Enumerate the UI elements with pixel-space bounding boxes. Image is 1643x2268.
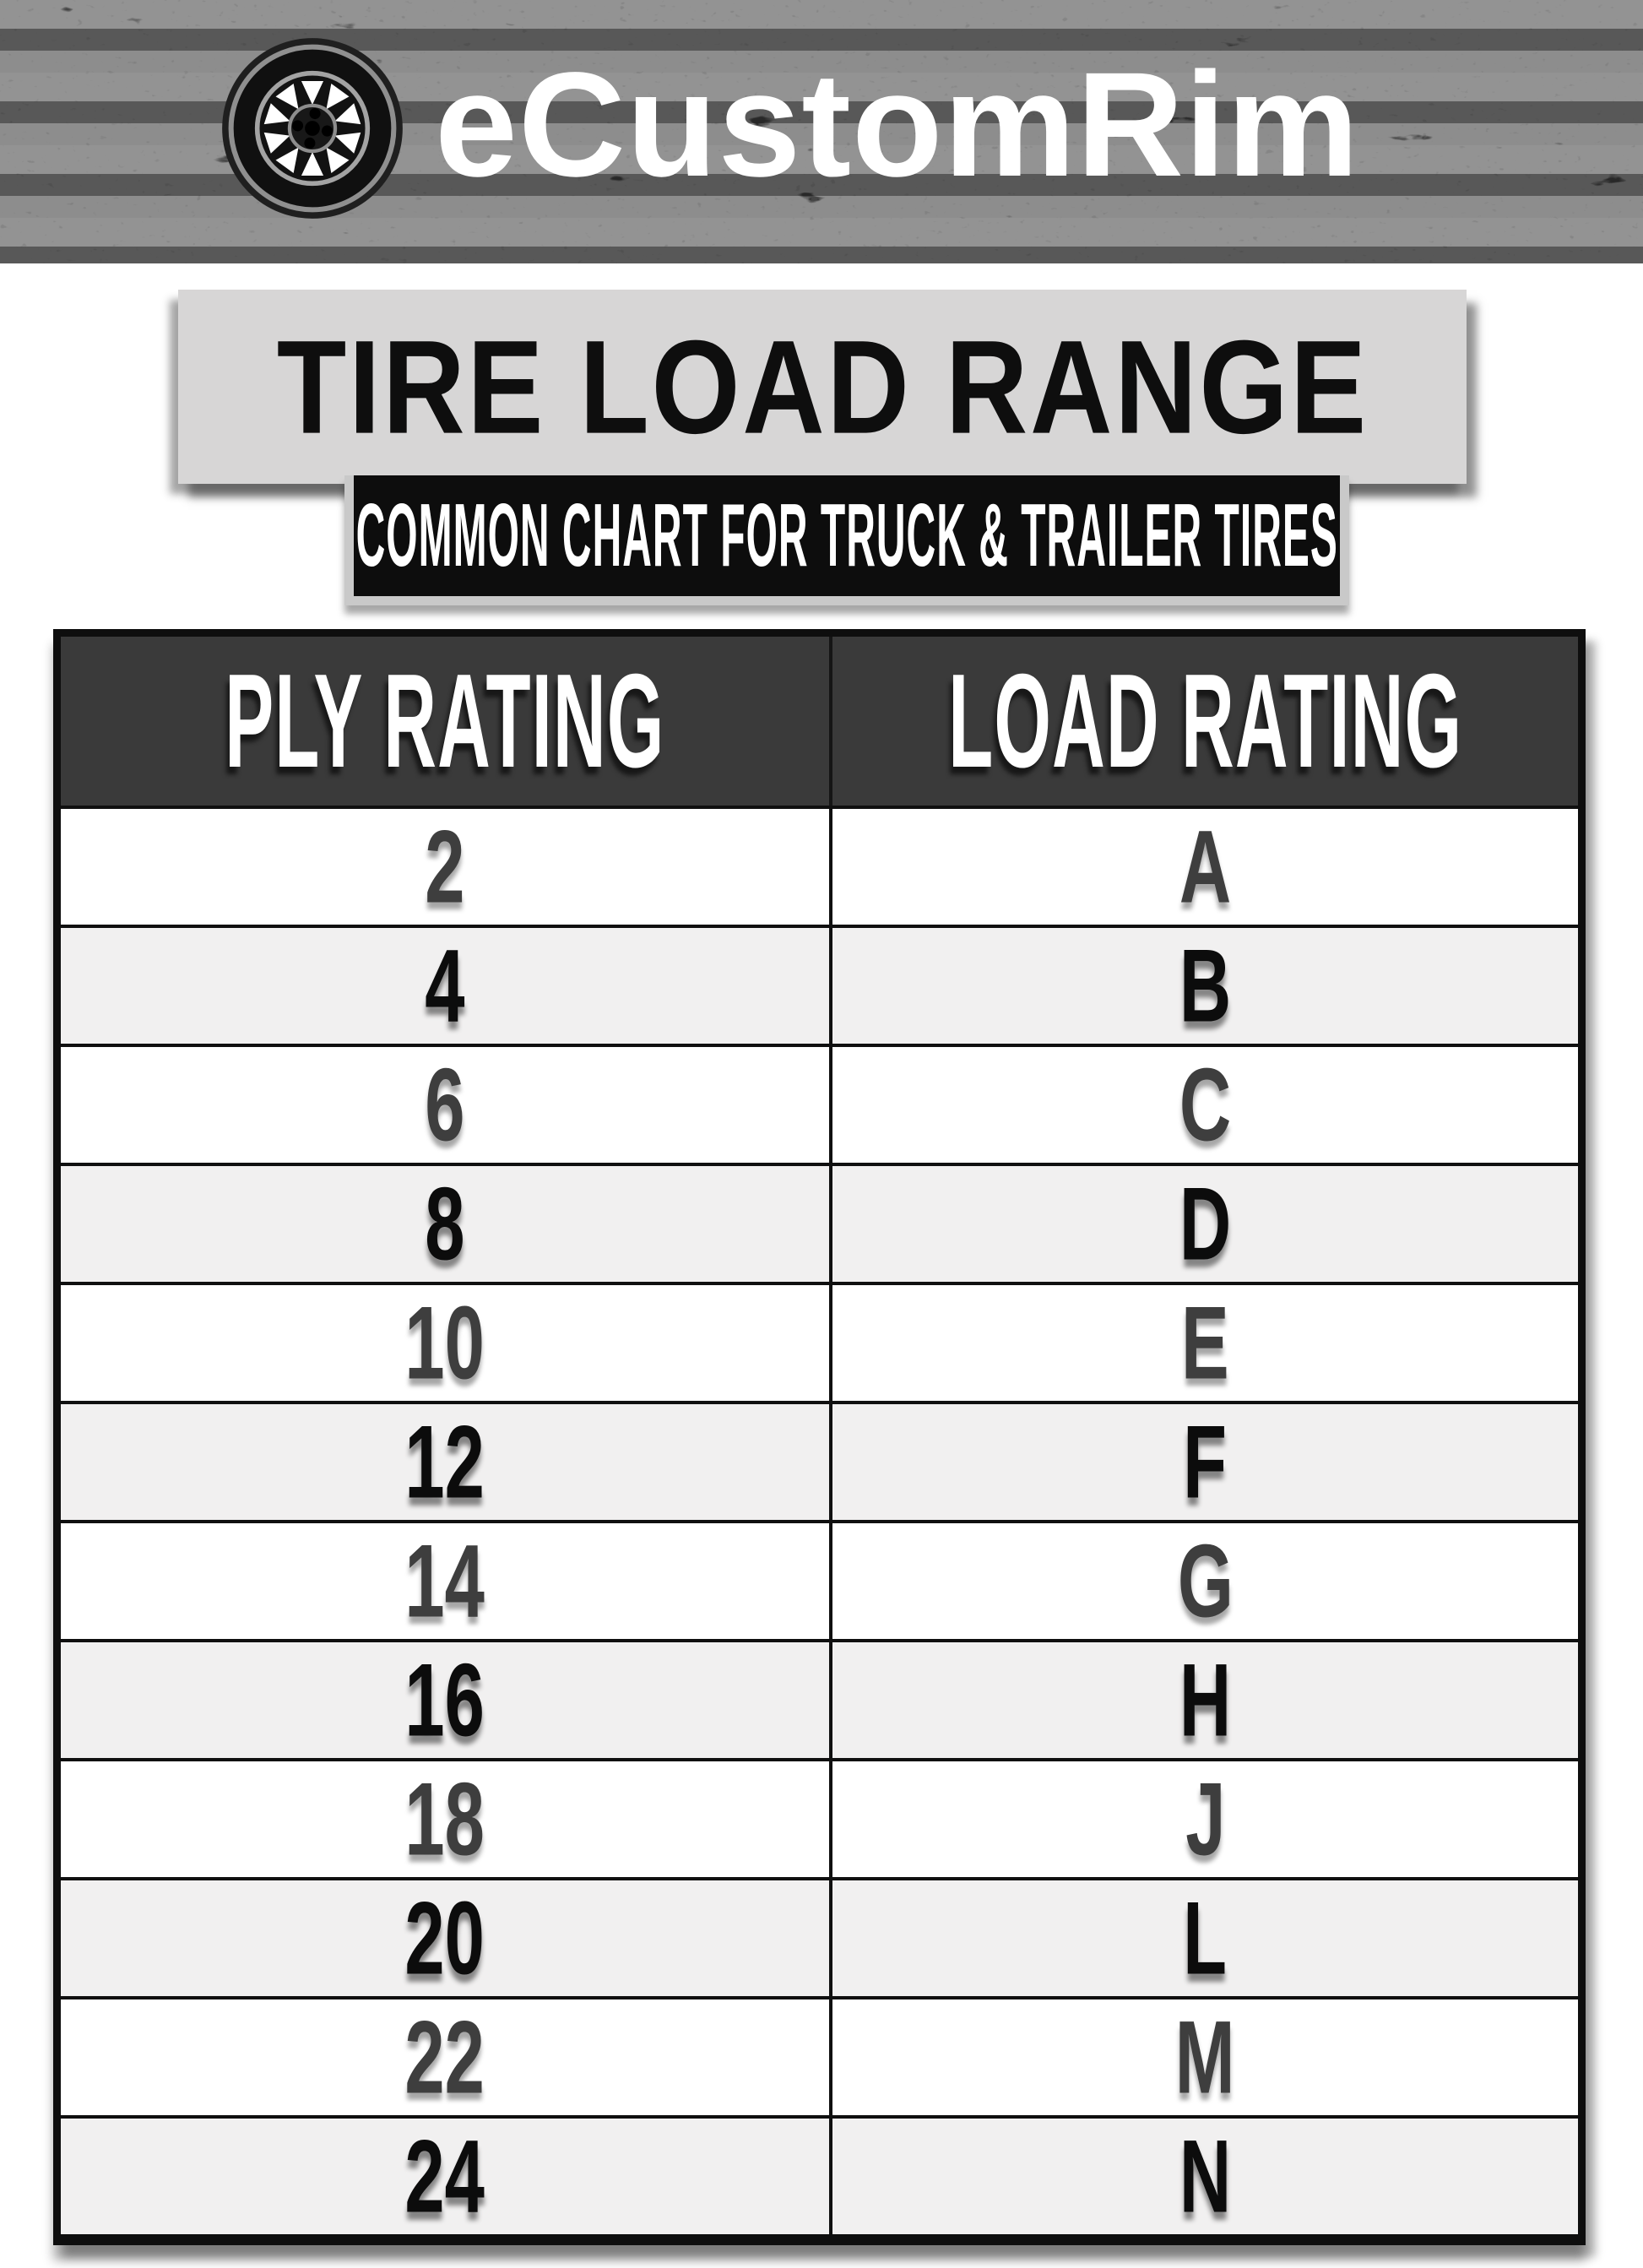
ply-rating-value: 20 [404,1880,485,1997]
load-rating-value: E [1181,1284,1229,1402]
table-row: 18 J [61,1758,1578,1877]
load-rating-cell: C [832,1047,1578,1163]
ply-rating-value: 18 [404,1761,485,1878]
table-header: PLY RATING LOAD RATING [61,637,1578,806]
ply-rating-cell: 24 [61,2119,832,2234]
column-header-label: PLY RATING [225,646,665,795]
load-rating-cell: F [832,1404,1578,1520]
load-rating-value: M [1175,1999,1235,2116]
ply-rating-cell: 2 [61,809,832,925]
load-rating-cell: B [832,928,1578,1044]
table-row: 6 C [61,1044,1578,1163]
ply-rating-value: 8 [425,1165,465,1283]
column-header-label: LOAD RATING [947,646,1463,795]
ply-rating-value: 2 [425,808,465,925]
load-rating-value: A [1179,808,1232,925]
header-banner: eCustomRim [0,0,1643,263]
brand-name: eCustomRim [435,42,1360,208]
subtitle-box: COMMON CHART FOR TRUCK & TRAILER TIRES [344,475,1349,605]
ply-rating-cell: 12 [61,1404,832,1520]
table-row: 2 A [61,806,1578,925]
load-rating-value: J [1185,1761,1226,1878]
ply-rating-value: 10 [404,1284,485,1402]
load-rating-value: F [1183,1403,1228,1521]
title-box: TIRE LOAD RANGE [178,290,1467,484]
ply-rating-cell: 22 [61,1999,832,2115]
table-row: 16 H [61,1639,1578,1758]
load-rating-value: H [1179,1641,1232,1759]
load-rating-cell: N [832,2119,1578,2234]
column-header-ply-rating: PLY RATING [61,637,832,806]
ply-rating-cell: 8 [61,1166,832,1282]
grunge-texture [0,0,1643,263]
tire-wheel-icon [222,38,403,219]
table-row: 4 B [61,925,1578,1044]
load-rating-cell: M [832,1999,1578,2115]
ply-rating-value: 14 [404,1522,485,1640]
ply-rating-cell: 4 [61,928,832,1044]
ply-rating-value: 4 [425,927,465,1044]
ply-rating-value: 6 [425,1046,465,1164]
ply-rating-cell: 20 [61,1880,832,1996]
page-title: TIRE LOAD RANGE [276,312,1369,461]
load-rating-value: N [1179,2118,1232,2235]
table-row: 24 N [61,2115,1578,2234]
load-rating-value: D [1179,1165,1232,1283]
load-rating-cell: G [832,1523,1578,1639]
table-row: 8 D [61,1163,1578,1282]
ply-rating-value: 24 [404,2118,485,2235]
load-rating-cell: D [832,1166,1578,1282]
load-rating-cell: J [832,1761,1578,1877]
column-header-load-rating: LOAD RATING [832,637,1578,806]
table-row: 22 M [61,1996,1578,2115]
load-rating-value: C [1179,1046,1232,1164]
ply-rating-cell: 6 [61,1047,832,1163]
load-rating-value: G [1177,1522,1234,1640]
ply-rating-cell: 18 [61,1761,832,1877]
ply-rating-cell: 10 [61,1285,832,1401]
ply-rating-value: 22 [404,1999,485,2116]
ply-rating-cell: 16 [61,1642,832,1758]
table-row: 20 L [61,1877,1578,1996]
table-row: 14 G [61,1520,1578,1639]
load-range-table: PLY RATING LOAD RATING 2 A 4 B 6 C 8 D 1… [53,629,1586,2245]
load-rating-cell: E [832,1285,1578,1401]
load-rating-value: B [1179,927,1232,1044]
ply-rating-value: 12 [404,1403,485,1521]
ply-rating-cell: 14 [61,1523,832,1639]
load-rating-cell: A [832,809,1578,925]
load-rating-cell: L [832,1880,1578,1996]
load-rating-cell: H [832,1642,1578,1758]
table-row: 10 E [61,1282,1578,1401]
load-rating-value: L [1183,1880,1228,1997]
table-row: 12 F [61,1401,1578,1520]
ply-rating-value: 16 [404,1641,485,1759]
page-subtitle: COMMON CHART FOR TRUCK & TRAILER TIRES [355,486,1338,585]
